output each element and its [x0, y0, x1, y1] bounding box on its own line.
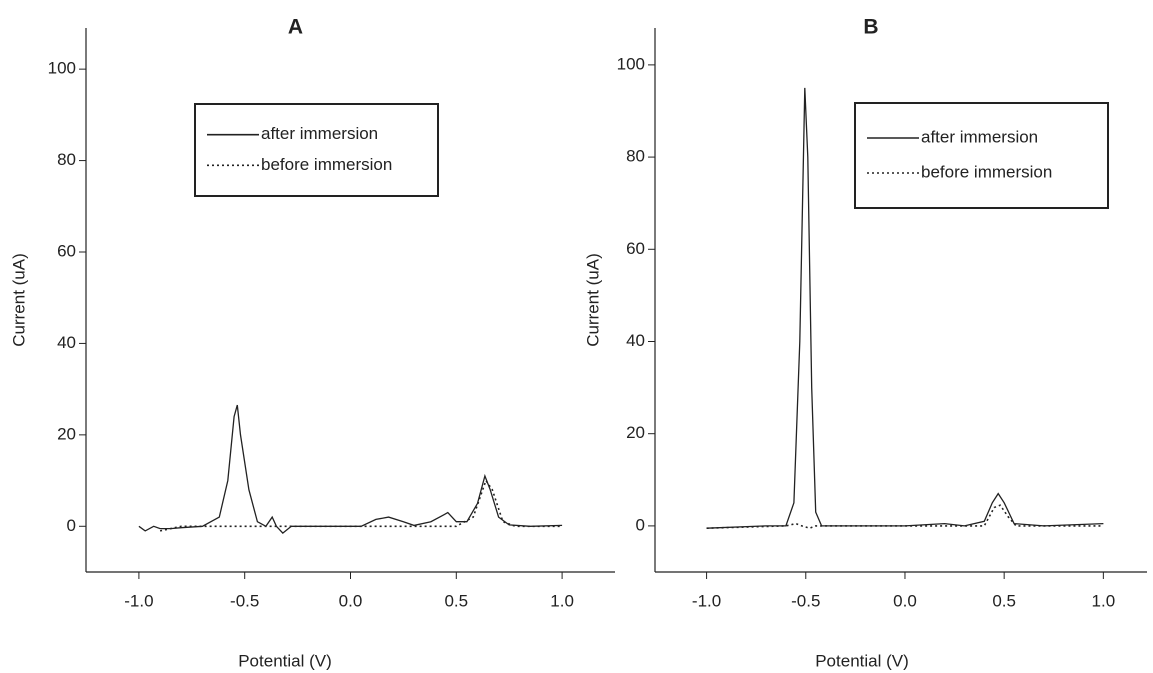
x-tick-label: -1.0 [692, 591, 721, 610]
y-tick-label: 20 [626, 423, 645, 442]
y-tick-label: 20 [57, 424, 76, 443]
y-tick-label: 60 [57, 241, 76, 260]
x-tick-label: -0.5 [230, 591, 259, 610]
series-line [159, 478, 563, 532]
legend-label: before immersion [921, 162, 1052, 181]
legend-label: after immersion [261, 124, 378, 143]
y-tick-label: 0 [636, 515, 645, 534]
legend-label: before immersion [261, 155, 392, 174]
x-tick-label: 0.5 [992, 591, 1016, 610]
chart-title: B [863, 16, 878, 39]
chart-title: A [288, 16, 303, 39]
y-tick-label: 100 [617, 54, 645, 73]
x-axis-label: Potential (V) [238, 651, 332, 670]
y-tick-label: 60 [626, 239, 645, 258]
y-tick-label: 80 [626, 147, 645, 166]
x-tick-label: 1.0 [1092, 591, 1116, 610]
y-tick-label: 0 [67, 516, 76, 535]
x-tick-label: -1.0 [124, 591, 153, 610]
series-line [706, 504, 1104, 530]
y-tick-label: 100 [48, 59, 76, 78]
x-tick-label: 1.0 [550, 591, 574, 610]
x-tick-label: 0.0 [893, 591, 917, 610]
y-tick-label: 80 [57, 150, 76, 169]
x-tick-label: -0.5 [791, 591, 820, 610]
y-axis-label: Current (uA) [9, 253, 28, 347]
x-axis-label: Potential (V) [815, 651, 909, 670]
y-tick-label: 40 [57, 333, 76, 352]
legend-box [854, 102, 1109, 209]
series-line [138, 404, 563, 534]
legend-box [194, 103, 439, 197]
y-tick-label: 40 [626, 331, 645, 350]
legend-label: after immersion [921, 127, 1038, 146]
x-tick-label: 0.5 [444, 591, 468, 610]
x-tick-label: 0.0 [339, 591, 363, 610]
y-axis-label: Current (uA) [583, 253, 602, 347]
